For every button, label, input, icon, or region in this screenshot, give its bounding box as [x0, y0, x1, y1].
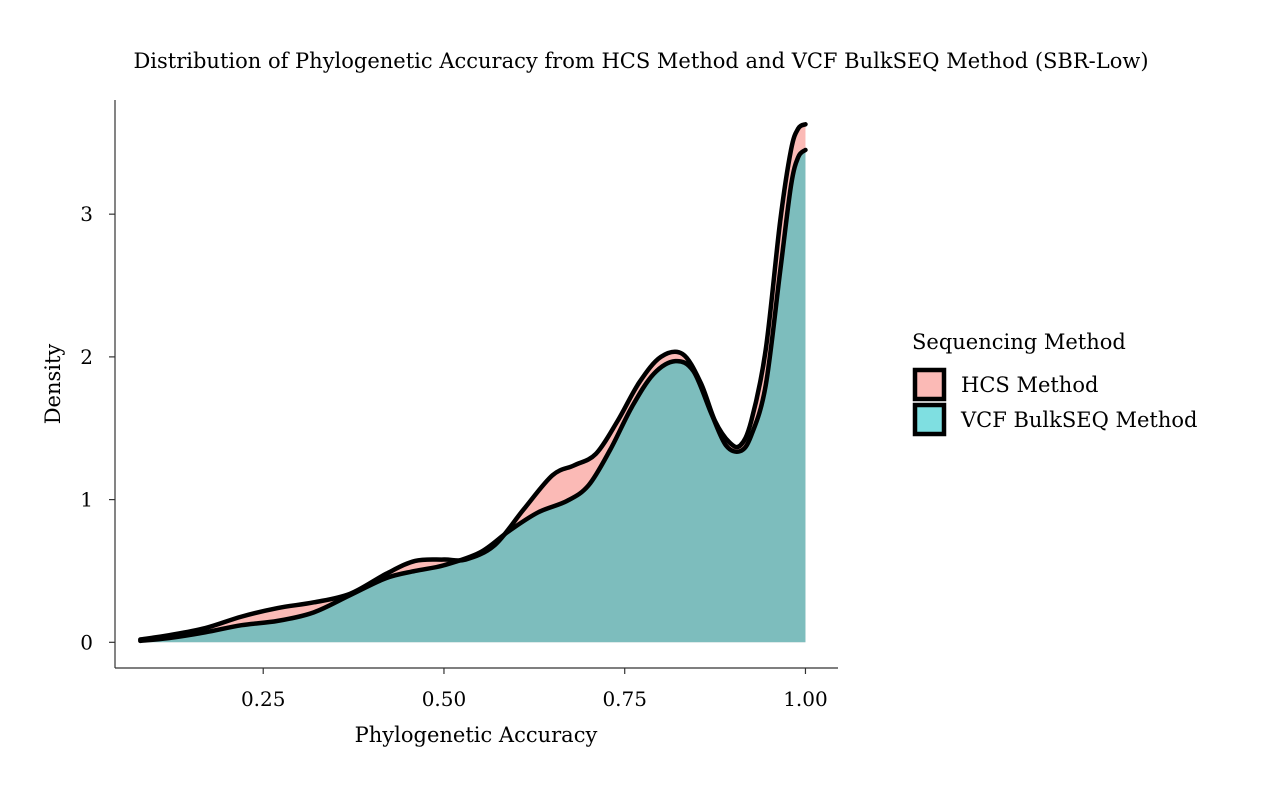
legend-title: Sequencing Method: [912, 330, 1126, 354]
y-axis-label: Density: [41, 344, 65, 425]
plot-area: [138, 122, 808, 644]
density-line-vcf-bulkseq-method: [138, 147, 808, 644]
x-tick-label: 0.25: [241, 687, 286, 711]
y-ticks: 0 1 2 3: [80, 202, 115, 654]
legend: Sequencing Method HCS Method VCF BulkSEQ …: [912, 330, 1197, 437]
x-tick-label: 0.75: [602, 687, 647, 711]
axes: 0.25 0.50 0.75 1.00 0 1 2 3: [80, 100, 838, 711]
density-area-vcf-bulkseq-method: [140, 149, 806, 643]
y-tick-label: 3: [80, 202, 93, 226]
legend-swatch-vcf-bulkseq-method: [912, 402, 947, 437]
y-tick-label: 1: [80, 488, 93, 512]
legend-swatch-hcs-method: [912, 367, 947, 402]
density-line-hcs-method: [138, 122, 808, 642]
x-tick-label: 1.00: [783, 687, 828, 711]
legend-label-hcs-method: HCS Method: [961, 373, 1098, 397]
legend-label-vcf-bulkseq-method: VCF BulkSEQ Method: [960, 408, 1197, 432]
chart-title: Distribution of Phylogenetic Accuracy fr…: [133, 49, 1148, 73]
y-tick-label: 0: [80, 630, 93, 654]
legend-items: HCS Method VCF BulkSEQ Method: [912, 367, 1197, 437]
x-ticks: 0.25 0.50 0.75 1.00: [241, 668, 828, 711]
x-tick-label: 0.50: [422, 687, 467, 711]
y-tick-label: 2: [80, 345, 93, 369]
x-axis-label: Phylogenetic Accuracy: [355, 723, 598, 747]
